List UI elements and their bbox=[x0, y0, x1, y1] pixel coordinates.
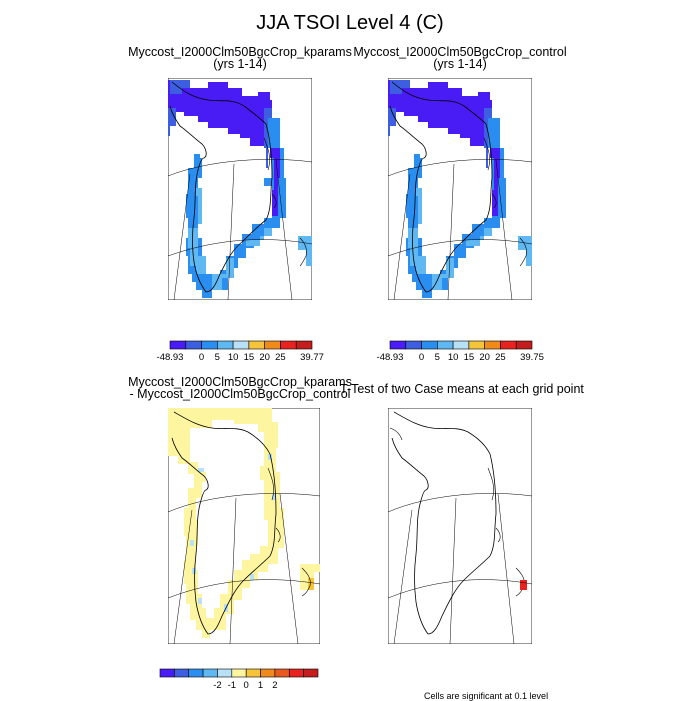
coastline bbox=[171, 411, 277, 635]
colorbar-bottom-left-swatch bbox=[188, 668, 204, 678]
panel-subtitle-bottom-left: - Myccost_I2000Clm50BgcCrop_control bbox=[129, 387, 351, 401]
colorbar-top-right-label: 39.75 bbox=[520, 352, 544, 363]
graticule bbox=[388, 159, 532, 300]
colorbar-top-left-label: 10 bbox=[228, 352, 239, 363]
colorbar-top-right-swatch bbox=[452, 340, 470, 350]
colorbar-top-right-swatch bbox=[484, 340, 501, 350]
figure-title: JJA TSOI Level 4 (C) bbox=[256, 12, 444, 34]
panel-title-bottom-right: T-Test of two Case means at each grid po… bbox=[340, 382, 584, 396]
colorbar-top-left-label: 39.77 bbox=[300, 352, 324, 363]
colorbar-top-left-swatch bbox=[280, 340, 297, 350]
colorbar-top-right-label: 10 bbox=[448, 352, 459, 363]
colorbar-bottom-left-swatch bbox=[303, 668, 319, 678]
colorbar-top-right-label: -48.93 bbox=[377, 352, 404, 363]
coastline bbox=[389, 81, 493, 293]
colorbar-top-left-swatch bbox=[201, 340, 218, 350]
coastline bbox=[169, 81, 273, 293]
colorbar-top-right-swatch bbox=[515, 340, 533, 350]
difference-cells bbox=[168, 408, 320, 638]
map-bottom-right bbox=[388, 408, 532, 644]
graticule bbox=[168, 159, 312, 300]
colorbar-bottom-left: -2 -1 0 1 2 bbox=[159, 668, 319, 691]
colorbar-top-right: -48.93 0 5 10 15 20 25 39.75 bbox=[377, 340, 544, 363]
map-bottom-left bbox=[168, 408, 320, 644]
panel-subtitle-top-left: (yrs 1-14) bbox=[213, 57, 267, 71]
colorbar-top-left-swatch bbox=[248, 340, 265, 350]
graticule bbox=[168, 493, 320, 644]
colorbar-top-left-swatch bbox=[295, 340, 313, 350]
colorbar-bottom-left-swatch bbox=[288, 668, 304, 678]
colorbar-top-right-label: 5 bbox=[435, 352, 440, 363]
colorbar-top-right-label: 25 bbox=[495, 352, 506, 363]
colorbar-top-left: -48.93 0 5 10 15 20 25 39.77 bbox=[157, 340, 324, 363]
colorbar-top-left-label: 20 bbox=[259, 352, 270, 363]
colorbar-top-left-swatch bbox=[217, 340, 234, 350]
colorbar-top-left-swatch bbox=[264, 340, 281, 350]
colorbar-bottom-left-label: 0 bbox=[244, 680, 249, 691]
colorbar-bottom-left-swatch bbox=[274, 668, 290, 678]
map-top-right bbox=[388, 78, 532, 300]
colorbar-bottom-left-label: -2 bbox=[213, 680, 221, 691]
colorbar-top-right-swatch bbox=[500, 340, 517, 350]
colorbar-top-left-label: -48.93 bbox=[157, 352, 184, 363]
panel-subtitle-top-right: (yrs 1-14) bbox=[433, 57, 487, 71]
colorbar-top-right-label: 15 bbox=[464, 352, 475, 363]
colorbar-bottom-left-swatch bbox=[245, 668, 261, 678]
colorbar-top-left-swatch bbox=[169, 340, 187, 350]
colorbar-bottom-left-swatch bbox=[231, 668, 247, 678]
colorbar-top-left-label: 25 bbox=[275, 352, 286, 363]
panel-title-top-right: Myccost_I2000Clm50BgcCrop_control bbox=[353, 45, 567, 59]
panel-title-top-left: Myccost_I2000Clm50BgcCrop_kparams bbox=[128, 45, 352, 59]
colorbar-top-right-swatch bbox=[468, 340, 485, 350]
colorbar-top-right-swatch bbox=[405, 340, 422, 350]
significance-footnote: Cells are significant at 0.1 level bbox=[424, 691, 549, 701]
colorbar-top-right-swatch bbox=[421, 340, 438, 350]
colorbar-bottom-left-swatch bbox=[159, 668, 175, 678]
significant-cell bbox=[520, 580, 527, 590]
colorbar-bottom-left-label: 2 bbox=[272, 680, 277, 691]
graticule bbox=[388, 493, 532, 644]
colorbar-top-left-swatch bbox=[232, 340, 250, 350]
colorbar-top-left-swatch bbox=[185, 340, 202, 350]
colorbar-top-left-label: 0 bbox=[199, 352, 204, 363]
colorbar-bottom-left-label: 1 bbox=[258, 680, 263, 691]
colorbar-top-right-swatch bbox=[437, 340, 454, 350]
colorbar-top-left-label: 5 bbox=[215, 352, 220, 363]
colorbar-bottom-left-label: -1 bbox=[228, 680, 236, 691]
panel-title-bottom-left: Myccost_I2000Clm50BgcCrop_kparams bbox=[128, 375, 352, 389]
colorbar-top-right-swatch bbox=[389, 340, 407, 350]
colorbar-bottom-left-swatch bbox=[174, 668, 190, 678]
colorbar-top-left-label: 15 bbox=[244, 352, 255, 363]
colorbar-bottom-left-swatch bbox=[260, 668, 276, 678]
colorbar-bottom-left-swatch bbox=[202, 668, 218, 678]
coastline bbox=[391, 411, 497, 635]
map-top-left bbox=[168, 78, 312, 300]
colorbar-bottom-left-swatch bbox=[217, 668, 233, 678]
colorbar-top-right-label: 20 bbox=[479, 352, 490, 363]
colorbar-top-right-label: 0 bbox=[419, 352, 424, 363]
